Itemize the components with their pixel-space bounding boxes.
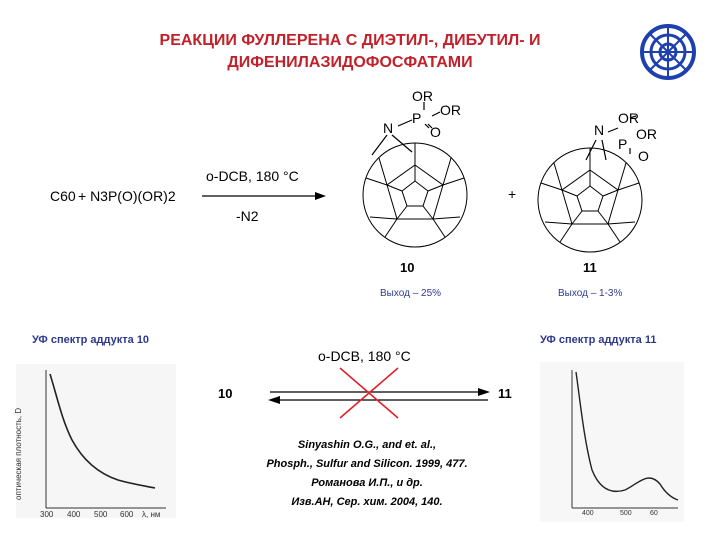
plus-sign: + [508, 186, 517, 202]
uv-10-xtick-500: 500 [94, 510, 108, 519]
group-o-11: O [638, 148, 649, 164]
reference-line-2: Phosph., Sulfur and Silicon. 1999, 477. [266, 458, 468, 470]
product-10-yield: Выход – 25% [380, 288, 442, 299]
equilibrium-arrows [268, 388, 490, 404]
uv-11-xtick-500: 500 [620, 510, 632, 517]
group-or-top-11: OR [618, 110, 639, 126]
uv-spectrum-10 [16, 364, 176, 518]
uv-title-10: УФ спектр аддукта 10 [32, 334, 150, 346]
isomer-right-label: 11 [498, 386, 512, 401]
group-n-10: N [383, 120, 394, 136]
reference-line-1: Sinyashin O.G., and et. al., [297, 439, 437, 451]
title-line-1: РЕАКЦИИ ФУЛЛЕРЕНА С ДИЭТИЛ-, ДИБУТИЛ- И [159, 32, 541, 49]
product-11-yield: Выход – 1-3% [558, 288, 623, 299]
uv-10-xunit: λ, нм [142, 510, 161, 519]
group-p-10: P [412, 110, 422, 126]
group-or-right-11: OR [636, 126, 657, 142]
reference-line-3: Романова И.П., и др. [311, 477, 423, 489]
reagent-azide: + N3P(O)(OR)2 [78, 188, 176, 204]
uv-spectrum-11 [540, 362, 684, 522]
product-11-number: 11 [583, 260, 597, 275]
slide-title: РЕАКЦИИ ФУЛЛЕРЕНА С ДИЭТИЛ-, ДИБУТИЛ- И … [120, 30, 580, 74]
title-line-2: ДИФЕНИЛАЗИДОФОСФАТАМИ [227, 54, 473, 71]
group-p-11: P [618, 136, 628, 152]
group-or-right-10: OR [440, 102, 461, 118]
aziridine-bridge-10 [371, 102, 441, 156]
uv-10-ylabel: оптическая плотность, D [14, 407, 23, 500]
group-o-10: O [430, 124, 441, 140]
fullerene-cage-11 [537, 147, 643, 253]
uv-title-11: УФ спектр аддукта 11 [540, 334, 657, 346]
uv-11-xtick-400: 400 [582, 510, 594, 517]
red-cross-icon [339, 367, 399, 419]
reagent-c60: C60 [50, 188, 76, 204]
reaction-arrow [202, 192, 326, 200]
condition-bottom: -N2 [236, 208, 259, 224]
product-10-number: 10 [400, 260, 415, 275]
uv-10-xtick-600: 600 [120, 510, 134, 519]
condition-top: o-DCB, 180 °C [206, 168, 299, 184]
fullerene-logo-icon [640, 24, 696, 80]
group-n-11: N [594, 122, 605, 138]
aziridine-bridge-11 [585, 115, 637, 161]
uv-10-xtick-300: 300 [40, 510, 54, 519]
literature-reference: Sinyashin O.G., and et. al., Phosph., Su… [232, 436, 502, 512]
group-or-top-10: OR [412, 88, 433, 104]
isomerization-condition: o-DCB, 180 °C [318, 348, 411, 364]
uv-10-xtick-400: 400 [67, 510, 81, 519]
isomer-left-label: 10 [218, 386, 233, 401]
fullerene-cage-10 [362, 142, 468, 248]
uv-11-xtick-60: 60 [650, 510, 658, 517]
reference-line-4: Изв.АН, Сер. хим. 2004, 140. [291, 496, 443, 508]
